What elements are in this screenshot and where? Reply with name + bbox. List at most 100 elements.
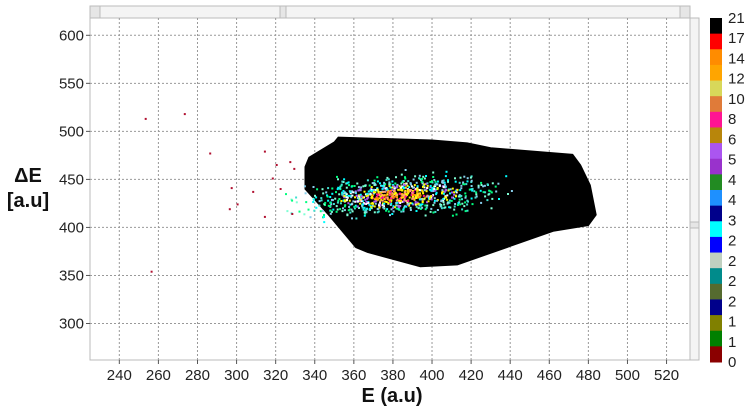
- cluster-point: [403, 193, 406, 196]
- cluster-point: [344, 194, 347, 197]
- cluster-point: [480, 181, 483, 184]
- scroll-left-arrow[interactable]: [89, 5, 101, 19]
- right-scrollbar[interactable]: [689, 17, 700, 361]
- cluster-point: [402, 208, 405, 211]
- cluster-point: [402, 185, 405, 188]
- cluster-point: [304, 192, 307, 195]
- cluster-point: [396, 186, 399, 189]
- cluster-point: [408, 186, 411, 189]
- cluster-point: [362, 196, 364, 199]
- cluster-point: [421, 201, 424, 204]
- x-tick-label: 480: [576, 367, 601, 384]
- top-scrollbar[interactable]: [89, 5, 691, 19]
- cluster-point: [371, 201, 374, 204]
- cluster-point: [400, 200, 402, 202]
- cluster-point: [387, 210, 390, 213]
- cluster-point: [382, 187, 385, 190]
- cluster-point: [421, 189, 423, 192]
- cluster-point: [418, 198, 421, 201]
- cluster-point: [399, 188, 401, 191]
- cluster-point: [405, 182, 408, 185]
- cluster-point: [398, 185, 401, 188]
- cluster-point: [436, 199, 439, 202]
- cluster-point: [416, 188, 419, 191]
- cluster-point: [415, 203, 418, 206]
- cluster-point: [374, 191, 377, 194]
- cluster-point: [351, 194, 354, 197]
- sparse-point: [150, 270, 153, 273]
- cluster-point: [413, 186, 415, 189]
- cluster-point: [420, 179, 422, 181]
- cluster-point: [382, 194, 385, 197]
- cluster-point: [341, 191, 344, 194]
- cluster-point: [395, 207, 398, 210]
- cluster-point: [466, 180, 469, 183]
- cluster-point: [443, 203, 446, 206]
- cluster-point: [336, 201, 339, 204]
- sparse-point: [144, 117, 147, 120]
- cluster-point: [368, 184, 371, 187]
- cluster-point: [431, 180, 433, 183]
- cluster-point: [330, 210, 333, 213]
- x-tick-label: 460: [537, 367, 562, 384]
- colorbar-label: 0: [728, 354, 736, 371]
- cluster-point: [442, 192, 445, 195]
- cluster-point: [424, 214, 427, 217]
- cluster-point: [357, 200, 359, 203]
- cluster-point: [411, 185, 413, 188]
- cluster-point: [349, 211, 352, 214]
- cluster-point: [351, 190, 354, 193]
- cluster-point: [393, 190, 396, 192]
- cluster-point: [375, 196, 378, 198]
- cluster-point: [386, 176, 389, 179]
- cluster-point: [477, 186, 480, 189]
- y-tick-label: 350: [59, 267, 84, 284]
- cluster-point: [351, 185, 354, 188]
- scroll-right-arrow[interactable]: [679, 5, 691, 19]
- cluster-point: [402, 210, 405, 213]
- cluster-point: [358, 207, 360, 209]
- cluster-point: [336, 175, 338, 178]
- cluster-point: [429, 181, 432, 183]
- cluster-point: [382, 190, 384, 193]
- cluster-point: [358, 195, 361, 198]
- cluster-point: [378, 206, 381, 209]
- cluster-point: [348, 205, 351, 208]
- cluster-point: [358, 197, 361, 200]
- cluster-point: [414, 194, 417, 197]
- cluster-point: [412, 197, 415, 200]
- cluster-point: [366, 192, 369, 195]
- x-tick-label: 280: [185, 367, 210, 384]
- cluster-point: [343, 196, 346, 199]
- cluster-point: [377, 193, 379, 196]
- cluster-point: [351, 210, 354, 213]
- cluster-point: [380, 197, 383, 199]
- cluster-point: [505, 175, 508, 178]
- cluster-point: [411, 202, 414, 205]
- cluster-point: [466, 203, 469, 206]
- cluster-point: [285, 193, 287, 196]
- cluster-point: [382, 206, 385, 209]
- cluster-point: [473, 190, 476, 193]
- cluster-point: [443, 206, 446, 209]
- cluster-point: [448, 206, 451, 209]
- x-tick-label: 360: [341, 367, 366, 384]
- cluster-point: [387, 198, 390, 201]
- cluster-point: [426, 201, 428, 204]
- cluster-point: [435, 191, 438, 194]
- vscroll-thumb[interactable]: [689, 221, 700, 229]
- cluster-point: [362, 208, 365, 211]
- cluster-point: [327, 199, 330, 202]
- sparse-point: [209, 152, 212, 155]
- cluster-point: [442, 185, 445, 188]
- cluster-point: [442, 179, 445, 182]
- cluster-point: [395, 199, 398, 202]
- cluster-point: [388, 185, 391, 187]
- colorbar-swatch: [710, 190, 722, 207]
- scroll-thumb[interactable]: [279, 5, 287, 19]
- cluster-point: [479, 189, 482, 192]
- cluster-point: [399, 202, 402, 204]
- cluster-point: [510, 190, 513, 192]
- cluster-point: [389, 214, 391, 217]
- cluster-point: [392, 185, 395, 188]
